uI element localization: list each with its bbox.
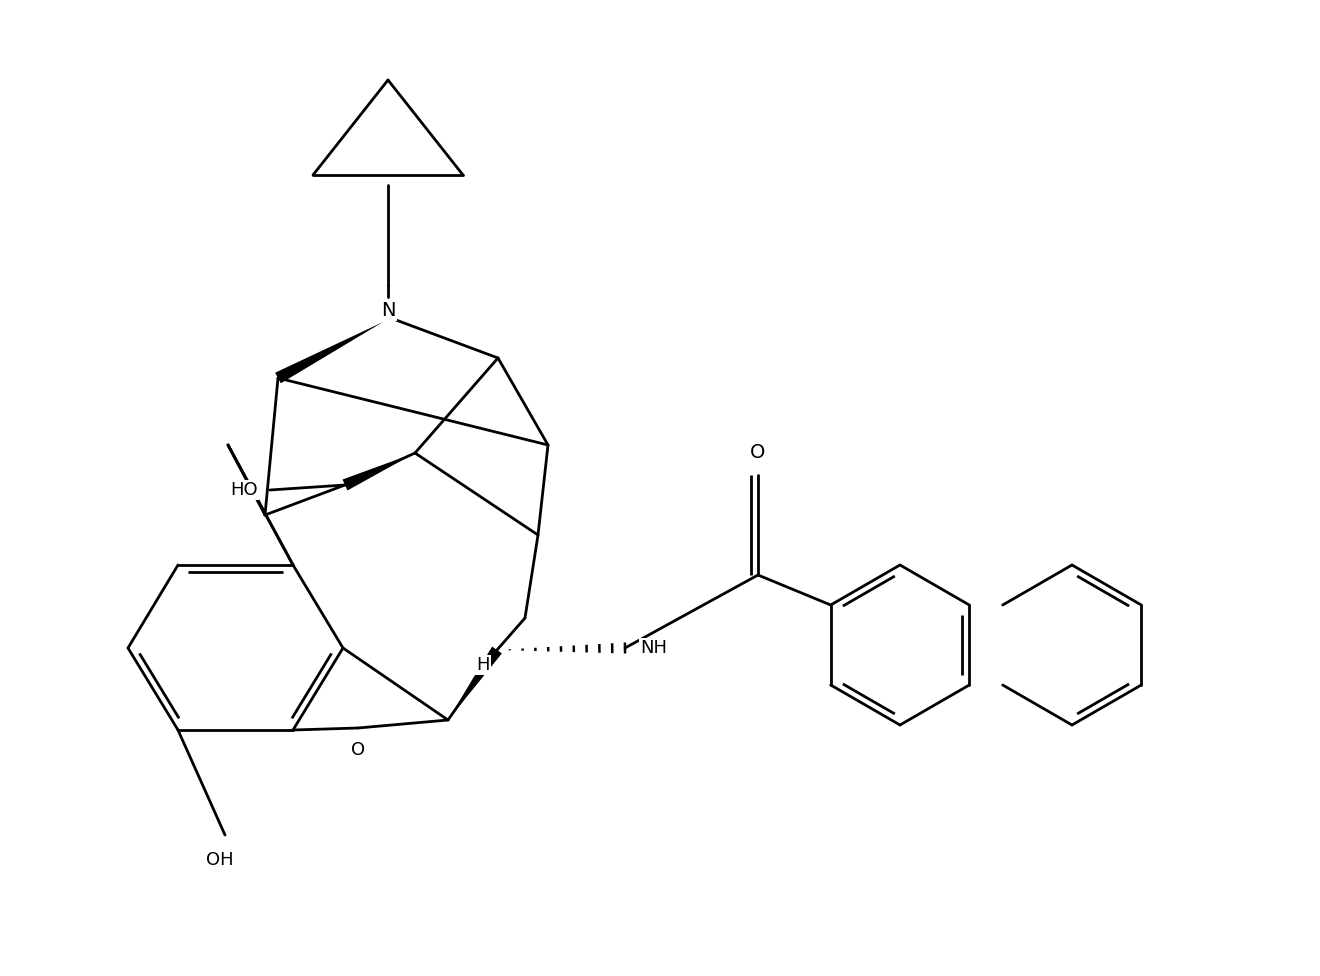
Text: HO: HO [231, 481, 257, 499]
Polygon shape [275, 322, 383, 384]
Polygon shape [342, 453, 414, 491]
Text: NH: NH [640, 639, 667, 657]
Text: O: O [351, 741, 366, 759]
Text: H: H [477, 656, 490, 674]
Text: OH: OH [206, 851, 234, 869]
Text: O: O [750, 442, 766, 462]
Polygon shape [447, 646, 502, 720]
Text: N: N [380, 301, 395, 319]
